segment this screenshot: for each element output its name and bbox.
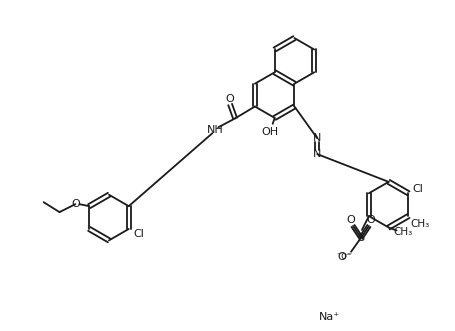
Text: S: S <box>357 233 364 243</box>
Text: CH₃: CH₃ <box>410 219 429 229</box>
Text: N: N <box>313 133 321 143</box>
Text: O: O <box>346 215 354 225</box>
Text: N: N <box>313 149 321 159</box>
Text: O: O <box>366 215 374 225</box>
Text: ⁻o⁻: ⁻o⁻ <box>335 251 351 261</box>
Text: CH₃: CH₃ <box>392 227 411 237</box>
Text: O⁻: O⁻ <box>337 252 352 262</box>
Text: OH: OH <box>261 127 278 137</box>
Text: Cl: Cl <box>133 229 144 239</box>
Text: O: O <box>71 199 80 209</box>
Text: O: O <box>225 94 234 104</box>
Text: Cl: Cl <box>412 184 423 194</box>
Text: NH: NH <box>207 125 223 135</box>
Text: Na⁺: Na⁺ <box>318 312 339 322</box>
